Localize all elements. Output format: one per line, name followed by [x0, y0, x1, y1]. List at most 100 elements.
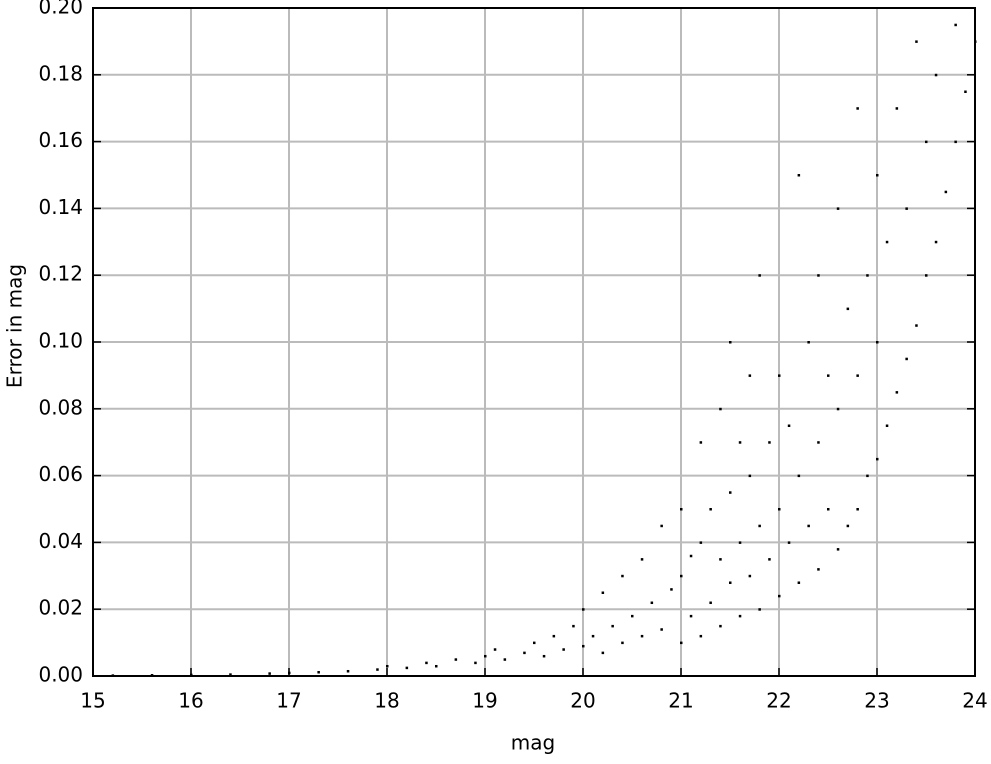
point: [748, 474, 752, 478]
y-tick-label: 0.16: [38, 128, 83, 152]
point: [729, 491, 732, 494]
point: [885, 240, 889, 244]
point: [454, 658, 458, 661]
y-tick-label: 0.10: [38, 329, 83, 353]
point: [885, 424, 889, 427]
point: [611, 624, 614, 628]
point: [660, 524, 663, 528]
x-tick-label: 22: [766, 689, 791, 713]
point: [533, 641, 536, 645]
point: [846, 307, 850, 311]
y-tick-label: 0.02: [38, 596, 83, 620]
x-tick-label: 18: [374, 689, 399, 713]
point: [836, 548, 840, 551]
point: [709, 601, 712, 605]
point: [288, 671, 291, 675]
point: [346, 669, 350, 673]
point: [601, 651, 605, 655]
point: [954, 140, 957, 144]
point: [797, 474, 801, 478]
y-tick-label: 0.06: [38, 462, 83, 486]
point: [376, 668, 379, 671]
point: [719, 407, 722, 411]
point: [738, 541, 742, 544]
y-tick-label: 0.14: [38, 195, 83, 219]
point: [944, 190, 948, 194]
point: [621, 574, 624, 578]
point: [778, 508, 781, 511]
point: [876, 174, 879, 177]
point: [836, 407, 840, 411]
point: [621, 641, 624, 645]
point: [729, 581, 732, 584]
point: [484, 654, 487, 658]
point: [503, 658, 507, 661]
point: [640, 634, 644, 638]
point: [689, 614, 693, 618]
point: [836, 207, 840, 210]
y-tick-label: 0.04: [38, 529, 83, 553]
point: [954, 23, 957, 27]
point: [817, 568, 820, 571]
y-tick-label: 0.20: [38, 0, 83, 19]
point: [934, 73, 938, 77]
point: [680, 641, 683, 645]
point: [689, 554, 693, 558]
point: [317, 670, 320, 674]
point: [778, 594, 781, 598]
point: [640, 558, 644, 561]
point: [856, 508, 859, 511]
point: [386, 664, 389, 668]
point: [797, 581, 801, 584]
point: [150, 673, 154, 677]
point: [787, 541, 791, 544]
point: [925, 140, 928, 144]
point: [719, 624, 722, 628]
point: [758, 524, 761, 528]
point: [934, 240, 938, 244]
point: [758, 608, 761, 611]
point: [591, 634, 595, 638]
point: [729, 341, 732, 344]
point: [758, 274, 761, 277]
point: [709, 508, 712, 511]
point: [856, 374, 859, 377]
point: [190, 673, 193, 677]
point: [699, 441, 703, 444]
y-tick-label: 0.18: [38, 61, 83, 85]
x-tick-label: 16: [178, 689, 203, 713]
point: [680, 574, 683, 578]
point: [915, 40, 918, 43]
point: [846, 524, 850, 528]
point: [738, 614, 742, 618]
point: [925, 274, 928, 277]
point: [797, 174, 801, 177]
x-tick-label: 17: [276, 689, 301, 713]
point: [474, 661, 477, 665]
point: [778, 374, 781, 377]
point: [435, 664, 438, 668]
point: [895, 107, 899, 110]
x-tick-label: 20: [570, 689, 595, 713]
point: [699, 541, 703, 544]
point: [660, 628, 663, 631]
y-axis-label: Error in mag: [3, 264, 27, 388]
point: [768, 441, 771, 444]
point: [827, 508, 830, 511]
point: [817, 274, 820, 277]
point: [542, 654, 546, 658]
point: [817, 441, 820, 444]
point: [915, 324, 918, 327]
x-tick-label: 21: [668, 689, 693, 713]
point: [582, 608, 585, 611]
x-tick-label: 23: [864, 689, 889, 713]
point: [768, 558, 771, 561]
point: [964, 90, 967, 93]
x-tick-label: 24: [962, 689, 987, 713]
point: [719, 558, 722, 561]
point: [905, 357, 908, 361]
point: [562, 648, 565, 651]
point: [807, 524, 810, 528]
point: [876, 457, 879, 461]
